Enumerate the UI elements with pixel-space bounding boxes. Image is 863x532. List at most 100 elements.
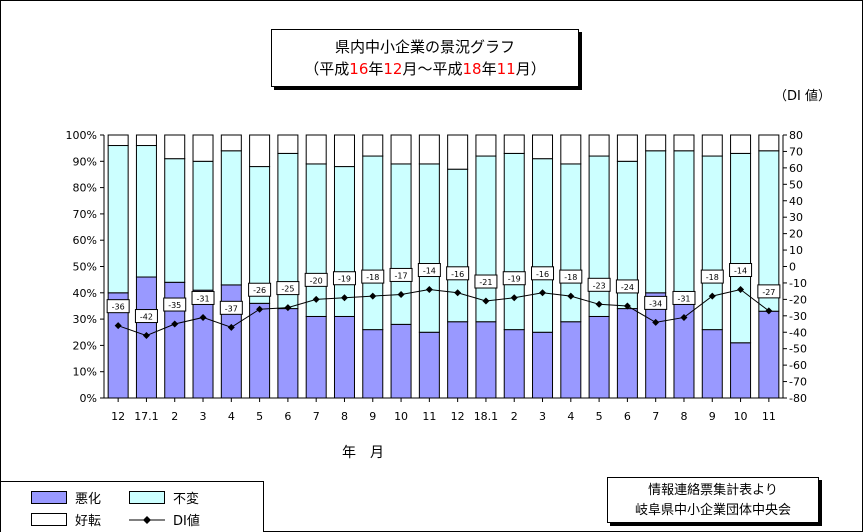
di-point: [567, 292, 575, 300]
di-data-label-box: [417, 263, 441, 278]
di-data-label-box: [729, 263, 753, 278]
bar-kouten: [447, 134, 469, 170]
right-axis-unit: （DI 値）: [774, 89, 831, 104]
di-data-label-box: [615, 279, 639, 294]
bar-fuhen: [164, 158, 186, 283]
bar-kouten: [560, 134, 582, 165]
x-tick-label: 4: [228, 410, 235, 423]
subtitle-year-end: 18: [462, 60, 482, 78]
bar-kouten: [305, 134, 327, 165]
bar-kouten: [220, 134, 242, 152]
legend-label-fuhen: 不変: [173, 492, 200, 507]
left-tick-label: 30%: [73, 313, 97, 326]
di-point: [454, 289, 462, 297]
di-point: [397, 290, 405, 298]
di-data-label: -18: [706, 273, 719, 282]
right-tick-label: 50: [789, 178, 803, 191]
bar-kouten: [645, 134, 667, 152]
bar-fuhen: [220, 150, 242, 286]
x-tick-label: 4: [567, 410, 574, 423]
di-data-label: -16: [536, 270, 549, 279]
right-tick-label: -70: [789, 376, 807, 389]
di-data-label-box: [304, 272, 328, 287]
di-data-label-box: [700, 269, 724, 284]
x-tick-label: 8: [341, 410, 348, 423]
bar-akka: [588, 315, 610, 399]
legend-item-di: DI値: [129, 510, 200, 529]
di-data-label-box: [644, 295, 668, 310]
di-data-label: -14: [423, 267, 436, 276]
left-tick-label: 50%: [73, 261, 97, 274]
left-tick-label: 60%: [73, 234, 97, 247]
x-tick-label: 11: [422, 410, 436, 423]
bar-kouten: [701, 134, 723, 157]
di-data-label: -27: [762, 288, 775, 297]
di-data-label-box: [446, 266, 470, 281]
bar-fuhen: [645, 150, 667, 294]
subtitle-month-end: 11: [496, 60, 516, 78]
di-point: [142, 332, 150, 340]
right-tick-label: -10: [789, 277, 807, 290]
x-tick-label: 17.1: [134, 410, 159, 423]
x-tick-label: 18.1: [474, 410, 499, 423]
bar-fuhen: [447, 168, 469, 323]
di-data-label: -31: [677, 294, 690, 303]
bar-fuhen: [588, 155, 610, 317]
di-data-label: -31: [196, 294, 209, 303]
left-tick-label: 90%: [73, 155, 97, 168]
title-box: 県内中小企業の景況グラフ （平成16年12月～平成18年11月）: [271, 29, 579, 87]
di-data-label-box: [361, 269, 385, 284]
x-tick-label: 7: [313, 410, 320, 423]
right-tick-label: 60: [789, 162, 803, 175]
left-tick-label: 100%: [66, 129, 97, 142]
di-data-label: -18: [564, 273, 577, 282]
di-data-label-box: [106, 299, 130, 314]
right-tick-label: -60: [789, 359, 807, 372]
di-point: [737, 286, 745, 294]
x-tick-label: 10: [394, 410, 408, 423]
bar-akka: [673, 292, 695, 399]
bar-fuhen: [362, 155, 384, 331]
di-data-label-box: [757, 284, 781, 299]
x-tick-label: 6: [284, 410, 291, 423]
left-tick-label: 70%: [73, 208, 97, 221]
di-point: [114, 322, 122, 330]
bar-akka: [616, 308, 638, 399]
di-data-label: -24: [621, 283, 634, 292]
di-data-label-box: [559, 269, 583, 284]
di-data-label-box: [163, 297, 187, 312]
right-tick-label: 20: [789, 228, 803, 241]
x-tick-label: 11: [762, 410, 776, 423]
di-data-label: -19: [508, 275, 521, 284]
subtitle-year-start: 16: [349, 60, 369, 78]
di-data-label-box: [248, 282, 272, 297]
di-data-label-box: [474, 274, 498, 289]
bar-akka: [701, 329, 723, 399]
di-data-label: -14: [734, 267, 747, 276]
left-tick-label: 10%: [73, 366, 97, 379]
bar-fuhen: [192, 160, 214, 291]
bar-kouten: [673, 134, 695, 152]
subtitle-part: （平成: [304, 60, 350, 78]
di-data-label-box: [389, 267, 413, 282]
bar-akka: [447, 321, 469, 399]
bar-akka: [333, 315, 355, 399]
bar-akka: [249, 302, 271, 399]
legend-label-di: DI値: [173, 514, 200, 529]
x-tick-label: 10: [734, 410, 748, 423]
chart-svg: 0% 10% 20% 30% 40% 50% 60% 70% 80% 90% 100% -80 -70 -…: [66, 129, 807, 461]
di-data-label-box: [191, 290, 215, 305]
chart-subtitle: （平成16年12月～平成18年11月）: [272, 58, 578, 80]
left-tick-label: 80%: [73, 182, 97, 195]
bar-kouten: [588, 134, 610, 157]
di-data-label: -37: [225, 304, 238, 313]
right-tick-label: -50: [789, 343, 807, 356]
bar-kouten: [758, 134, 780, 152]
bar-kouten: [532, 134, 554, 160]
di-data-label: -34: [649, 299, 662, 308]
x-tick-label: 2: [171, 410, 178, 423]
legend-item-fuhen: 不変: [129, 488, 199, 507]
di-data-label: -25: [281, 285, 294, 294]
x-tick-label: 9: [369, 410, 376, 423]
bar-kouten: [164, 134, 186, 160]
